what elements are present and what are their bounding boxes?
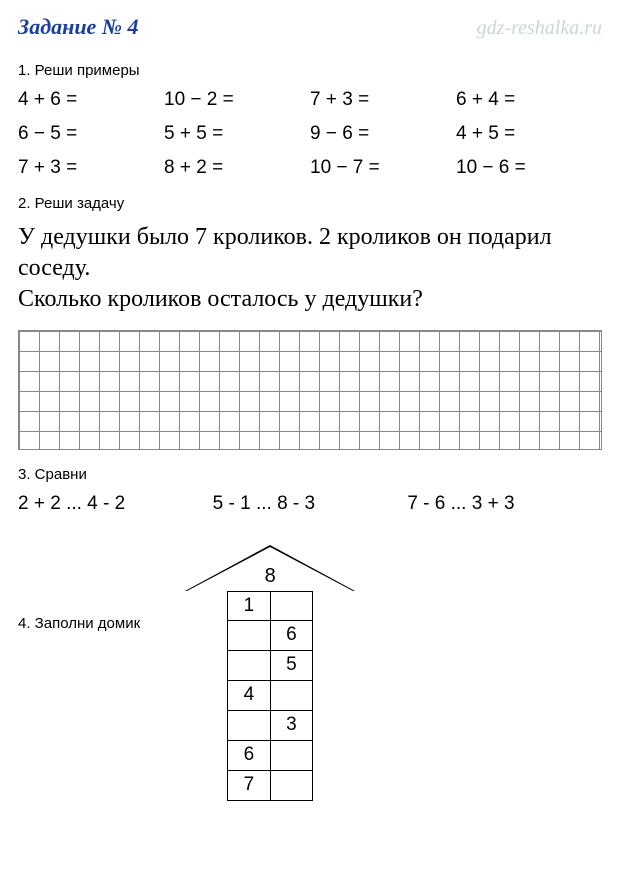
example: 6 − 5 = [18,123,164,145]
compare-row: 2 + 2 ... 4 - 2 5 - 1 ... 8 - 3 7 - 6 ..… [18,493,602,515]
section2-label: 2. Реши задачу [18,195,602,212]
problem-line: У дедушки было 7 кроликов. 2 кроликов он… [18,222,602,284]
section3-label: 3. Сравни [18,466,602,483]
house-row: 6 [227,621,313,651]
section4-label: 4. Заполни домик [18,545,140,632]
example: 5 + 5 = [164,123,310,145]
example: 8 + 2 = [164,157,310,179]
house-cell[interactable]: 5 [271,651,314,681]
example: 7 + 3 = [18,157,164,179]
house-cell[interactable]: 1 [227,591,271,621]
house-row: 7 [227,771,313,801]
house-cell[interactable]: 7 [227,771,271,801]
example: 7 + 3 = [310,89,456,111]
example: 10 − 2 = [164,89,310,111]
section1-label: 1. Реши примеры [18,62,602,79]
house-cell[interactable] [227,621,271,651]
house-cell[interactable] [227,651,271,681]
house-row: 4 [227,681,313,711]
compare-item: 5 - 1 ... 8 - 3 [213,493,408,515]
example: 4 + 6 = [18,89,164,111]
house-cell[interactable]: 4 [227,681,271,711]
house-body: 1 6 5 4 3 6 7 [227,591,313,801]
watermark: gdz-reshalka.ru [477,17,602,40]
house-cell[interactable]: 6 [227,741,271,771]
example: 6 + 4 = [456,89,602,111]
house-roof-number: 8 [200,565,340,588]
house-cell[interactable] [271,771,314,801]
compare-item: 2 + 2 ... 4 - 2 [18,493,213,515]
example: 4 + 5 = [456,123,602,145]
examples-grid: 4 + 6 = 10 − 2 = 7 + 3 = 6 + 4 = 6 − 5 =… [18,89,602,179]
task-title: Задание № 4 [18,14,138,40]
problem-line: Сколько кроликов осталось у дедушки? [18,284,602,315]
number-house: 8 1 6 5 4 3 6 [200,545,340,801]
house-row: 5 [227,651,313,681]
house-cell[interactable] [227,711,271,741]
house-cell[interactable] [271,741,314,771]
example: 9 − 6 = [310,123,456,145]
compare-item: 7 - 6 ... 3 + 3 [407,493,602,515]
word-problem: У дедушки было 7 кроликов. 2 кроликов он… [18,222,602,316]
answer-grid[interactable] [18,330,602,450]
house-cell[interactable]: 6 [271,621,314,651]
example: 10 − 6 = [456,157,602,179]
house-cell[interactable]: 3 [271,711,314,741]
house-cell[interactable] [271,591,314,621]
house-cell[interactable] [271,681,314,711]
house-row: 6 [227,741,313,771]
house-row: 3 [227,711,313,741]
house-row: 1 [227,591,313,621]
example: 10 − 7 = [310,157,456,179]
